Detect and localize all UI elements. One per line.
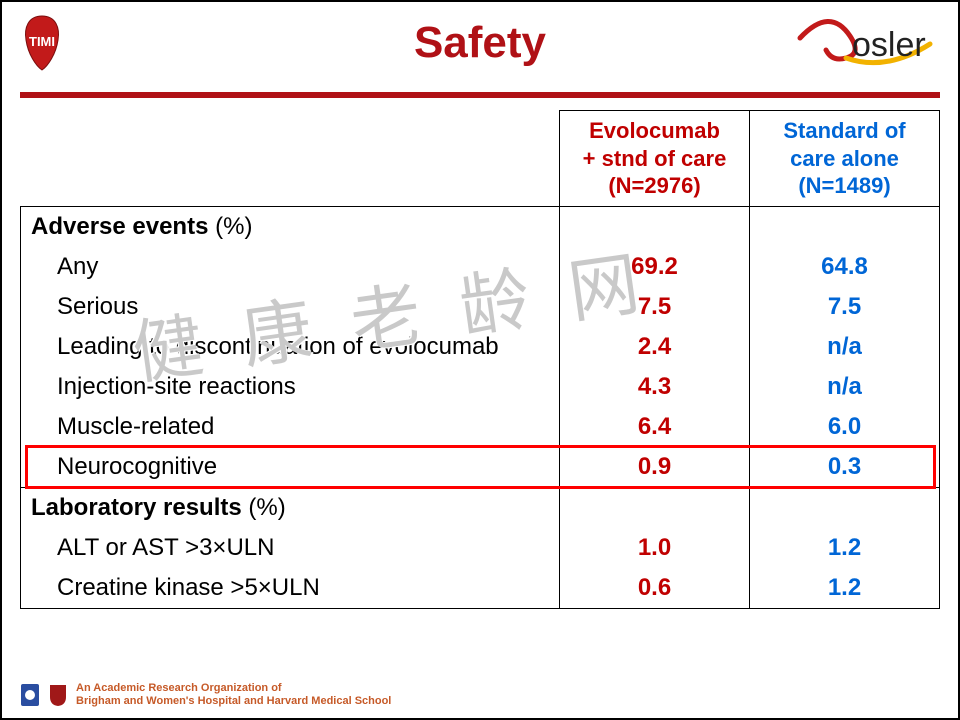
row-val-standard: n/a — [750, 327, 940, 367]
section-header: Laboratory results (%) — [21, 488, 940, 528]
col-blank — [21, 111, 560, 207]
osler-logo: osler — [790, 10, 940, 70]
row-val-evolocumab: 69.2 — [560, 247, 750, 287]
timi-logo: TIMI — [14, 10, 70, 74]
table-row: Injection-site reactions4.3n/a — [21, 367, 940, 407]
section-label: Laboratory results (%) — [21, 488, 560, 528]
row-val-standard: 0.3 — [750, 447, 940, 488]
harvard-badge-icon — [48, 683, 68, 707]
table-row: Any69.264.8 — [21, 247, 940, 287]
row-val-evolocumab: 4.3 — [560, 367, 750, 407]
row-val-evolocumab: 1.0 — [560, 528, 750, 568]
row-label: Serious — [21, 287, 560, 327]
safety-table: Evolocumab + stnd of care (N=2976) Stand… — [20, 110, 940, 609]
row-val-standard: 64.8 — [750, 247, 940, 287]
row-val-standard: n/a — [750, 367, 940, 407]
row-val-standard: 7.5 — [750, 287, 940, 327]
row-val-evolocumab: 0.9 — [560, 447, 750, 488]
title-rule — [20, 92, 940, 98]
section-header: Adverse events (%) — [21, 206, 940, 247]
table-row: Creatine kinase >5×ULN0.61.2 — [21, 568, 940, 609]
row-label: Creatine kinase >5×ULN — [21, 568, 560, 609]
row-val-standard: 1.2 — [750, 568, 940, 609]
section-label: Adverse events (%) — [21, 206, 560, 247]
table-row: Neurocognitive0.90.3 — [21, 447, 940, 488]
row-val-evolocumab: 6.4 — [560, 407, 750, 447]
row-label: Injection-site reactions — [21, 367, 560, 407]
row-val-evolocumab: 2.4 — [560, 327, 750, 367]
col-evolocumab: Evolocumab + stnd of care (N=2976) — [560, 111, 750, 207]
footer: An Academic Research Organization of Bri… — [20, 682, 391, 708]
row-val-standard: 6.0 — [750, 407, 940, 447]
row-val-standard: 1.2 — [750, 528, 940, 568]
table-row: Serious7.57.5 — [21, 287, 940, 327]
footer-text: An Academic Research Organization of Bri… — [76, 682, 391, 708]
table-row: ALT or AST >3×ULN1.01.2 — [21, 528, 940, 568]
safety-table-wrap: Evolocumab + stnd of care (N=2976) Stand… — [20, 110, 940, 609]
row-label: Muscle-related — [21, 407, 560, 447]
row-val-evolocumab: 0.6 — [560, 568, 750, 609]
row-label: Any — [21, 247, 560, 287]
row-label: Neurocognitive — [21, 447, 560, 488]
bwh-badge-icon — [20, 683, 40, 707]
table-row: Muscle-related6.46.0 — [21, 407, 940, 447]
row-val-evolocumab: 7.5 — [560, 287, 750, 327]
row-label: ALT or AST >3×ULN — [21, 528, 560, 568]
col-standard-care: Standard of care alone (N=1489) — [750, 111, 940, 207]
row-label: Leading to discontinuation of evolocumab — [21, 327, 560, 367]
svg-text:TIMI: TIMI — [29, 34, 55, 49]
svg-text:osler: osler — [852, 26, 926, 64]
table-row: Leading to discontinuation of evolocumab… — [21, 327, 940, 367]
